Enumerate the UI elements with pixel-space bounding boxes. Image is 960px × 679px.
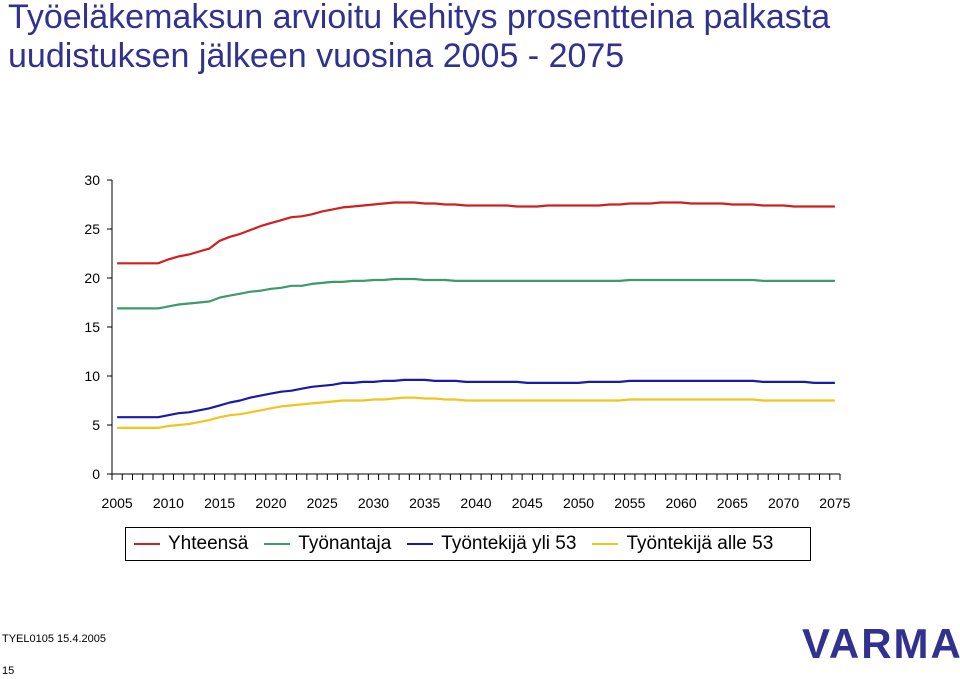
legend-item-yhteensa: Yhteensä: [134, 533, 248, 555]
legend-swatch: [592, 543, 619, 545]
x-tick-label: 2060: [665, 495, 696, 511]
y-tick-label: 5: [92, 417, 100, 433]
x-tick-label: 2055: [614, 495, 645, 511]
x-tick-label: 2070: [768, 495, 799, 511]
y-tick-label: 10: [84, 368, 100, 384]
legend-item-tyontekija-yli-53: Työntekijä yli 53: [407, 533, 576, 555]
y-tick-label: 15: [84, 319, 100, 335]
footer-code: TYEL0105 15.4.2005: [2, 633, 106, 645]
page-title: Työeläkemaksun arvioitu kehitys prosentt…: [8, 0, 831, 75]
legend-item-tyonantaja: Työnantaja: [264, 533, 391, 555]
series-line-ty-nantaja: [117, 277, 835, 310]
legend-label: Työntekijä alle 53: [626, 533, 774, 554]
y-tick-label: 30: [84, 172, 100, 188]
x-tick-label: 2030: [358, 495, 389, 511]
x-tick-label: 2010: [153, 495, 184, 511]
x-tick-label: 2050: [563, 495, 594, 511]
y-tick-label: 0: [92, 466, 100, 482]
series-line-yhteens-: [117, 201, 835, 265]
series-line-ty-ntekij-yli-53: [117, 378, 835, 419]
chart-legend: Yhteensä Työnantaja Työntekijä yli 53 Ty…: [125, 527, 811, 561]
varma-logo: VARMA: [802, 621, 960, 665]
legend-label: Työnantaja: [298, 533, 392, 554]
x-tick-label: 2040: [460, 495, 491, 511]
legend-label: Yhteensä: [168, 533, 249, 554]
x-tick-label: 2035: [409, 495, 440, 511]
page-number: 15: [2, 665, 15, 677]
legend-swatch: [134, 543, 160, 545]
x-tick-label: 2005: [102, 495, 133, 511]
y-tick-label: 25: [84, 221, 100, 237]
logo-text: VARMA: [802, 621, 960, 665]
legend-swatch: [264, 543, 291, 545]
series-line-ty-ntekij-alle-53: [117, 396, 835, 429]
x-tick-label: 2020: [255, 495, 286, 511]
legend-label: Työntekijä yli 53: [441, 533, 577, 554]
x-tick-label: 2015: [204, 495, 235, 511]
x-tick-label: 2045: [512, 495, 543, 511]
x-tick-label: 2075: [819, 495, 850, 511]
y-tick-label: 20: [84, 270, 100, 286]
x-tick-label: 2025: [307, 495, 338, 511]
legend-swatch: [407, 543, 434, 545]
x-tick-label: 2065: [717, 495, 748, 511]
legend-item-tyontekija-alle-53: Työntekijä alle 53: [592, 533, 773, 555]
